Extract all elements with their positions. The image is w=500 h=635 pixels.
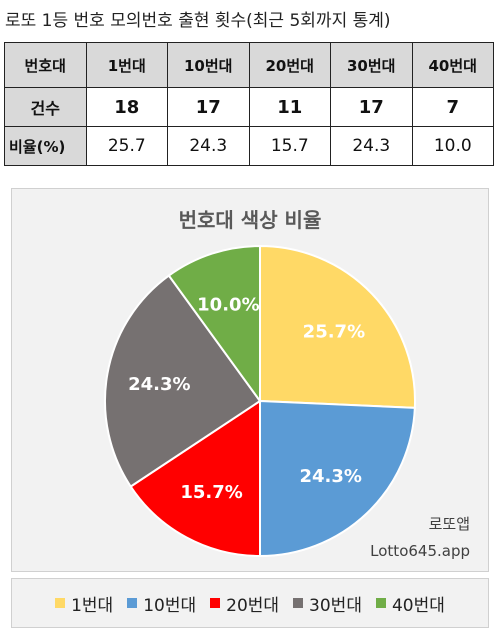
- chart-title: 번호대 색상 비율: [179, 208, 322, 232]
- legend-label: 1번대: [71, 595, 114, 616]
- table-cell: 11: [248, 87, 331, 127]
- pie-data-label: 24.3%: [128, 374, 190, 395]
- table-header-cell: 번호대: [4, 42, 87, 88]
- pie-data-label: 24.3%: [300, 466, 362, 487]
- watermark-url: Lotto645.app: [370, 542, 470, 560]
- table-cell: 24.3: [167, 126, 250, 166]
- legend-swatch: [293, 598, 304, 608]
- table-row-count: 건수 18 17 11 17 7: [4, 87, 494, 127]
- table-header-row: 번호대 1번대 10번대 20번대 30번대 40번대: [4, 42, 494, 88]
- table-header-cell: 1번대: [85, 42, 168, 88]
- pie-labels: 25.7% 24.3% 15.7% 24.3% 10.0%: [128, 295, 365, 503]
- table-row-label: 비율(%): [4, 126, 87, 166]
- table-cell: 17: [167, 87, 250, 127]
- table-header-cell: 30번대: [330, 42, 413, 88]
- stats-table: 번호대 1번대 10번대 20번대 30번대 40번대 건수 18 17 11 …: [4, 42, 494, 166]
- legend-label: 40번대: [391, 595, 445, 616]
- table-header-cell: 20번대: [248, 42, 331, 88]
- pie-data-label: 10.0%: [197, 295, 259, 316]
- pie-data-label: 25.7%: [303, 321, 365, 342]
- table-cell: 24.3: [330, 126, 413, 166]
- legend-label: 10번대: [143, 595, 197, 616]
- legend-item: 40번대: [375, 591, 445, 616]
- chart-legend: 1번대 10번대 20번대 30번대 40번대: [11, 578, 489, 628]
- pie-slice-3: [129, 399, 261, 558]
- pie-chart: 번호대 색상 비율 25.7%24.3%15.7%24.3%10.0% 로또앱 …: [104, 208, 470, 560]
- table-cell: 10.0: [411, 126, 494, 166]
- legend-item: 1번대: [55, 591, 113, 616]
- table-header-cell: 40번대: [411, 42, 494, 88]
- pie-slice-4: [104, 274, 262, 488]
- table-header-cell: 10번대: [167, 42, 250, 88]
- pie-chart-panel: 번호대 색상 비율 25.7% 24.3% 15.7% 24.3% 10.0% 로또앱 …: [11, 188, 489, 572]
- table-cell: 25.7: [85, 126, 168, 166]
- legend-swatch: [375, 598, 386, 608]
- table-cell: 17: [330, 87, 413, 127]
- watermark-korean: 로또앱: [429, 515, 470, 533]
- pie-slice-2: [259, 399, 416, 558]
- page-title: 로또 1등 번호 모의번호 출현 횟수(최근 5회까지 통계): [5, 11, 391, 31]
- legend-item: 30번대: [293, 591, 362, 616]
- table-cell: 15.7: [248, 126, 331, 166]
- pie-slices: [104, 244, 416, 558]
- table-cell: 18: [85, 87, 168, 127]
- legend-item: 10번대: [127, 591, 196, 616]
- table-row-ratio: 비율(%) 25.7 24.3 15.7 24.3 10.0: [4, 126, 494, 166]
- table-cell: 7: [411, 87, 494, 127]
- legend-swatch: [210, 598, 221, 608]
- legend-item: 20번대: [210, 591, 279, 616]
- pie-slice-1: [259, 244, 416, 409]
- pie-data-label: 15.7%: [180, 482, 242, 503]
- legend-swatch: [127, 598, 138, 608]
- legend-label: 30번대: [309, 595, 362, 616]
- table-row-label: 건수: [4, 87, 87, 127]
- legend-swatch: [55, 598, 66, 608]
- legend-label: 20번대: [226, 595, 280, 616]
- pie-slice-5: [167, 244, 261, 405]
